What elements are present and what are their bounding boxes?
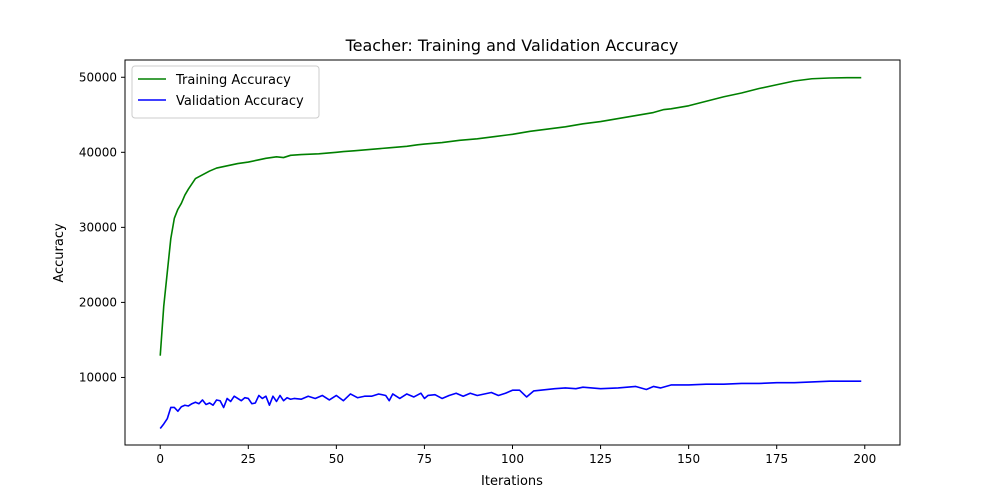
chart-title: Teacher: Training and Validation Accurac… xyxy=(345,36,679,55)
y-axis: 10000 20000 30000 40000 50000 xyxy=(79,70,125,384)
series-line-validation xyxy=(159,380,862,429)
x-tick-label: 100 xyxy=(501,452,524,466)
y-tick-label: 40000 xyxy=(79,145,117,159)
legend-box xyxy=(131,65,320,119)
legend-entry: Validation Accuracy xyxy=(176,94,304,109)
y-tick-label: 10000 xyxy=(79,370,117,384)
y-tick-label: 20000 xyxy=(79,295,117,309)
y-axis-label: Accuracy xyxy=(52,223,67,283)
x-tick-label: 200 xyxy=(853,452,876,466)
legend-entry: Training Accuracy xyxy=(175,73,291,88)
x-tick-label: 125 xyxy=(589,452,612,466)
x-tick-label: 25 xyxy=(241,452,256,466)
x-tick-label: 150 xyxy=(677,452,700,466)
x-tick-label: 0 xyxy=(156,452,164,466)
x-tick-label: 50 xyxy=(329,452,344,466)
x-tick-label: 175 xyxy=(765,452,788,466)
y-tick-label: 30000 xyxy=(79,220,117,234)
x-axis: 0 25 50 75 100 125 150 175 200 xyxy=(156,445,876,466)
legend: Training Accuracy Validation Accuracy xyxy=(131,65,320,119)
x-axis-label: Iterations xyxy=(481,474,543,489)
x-tick-label: 75 xyxy=(417,452,432,466)
y-tick-label: 50000 xyxy=(79,70,117,84)
series-line-training xyxy=(159,76,862,356)
